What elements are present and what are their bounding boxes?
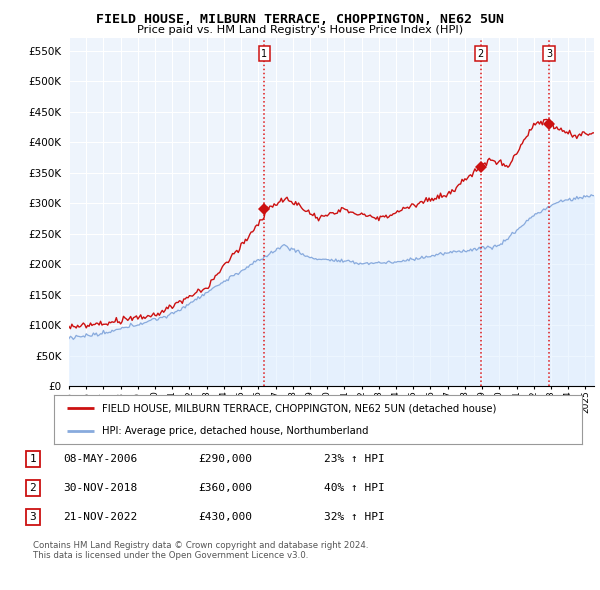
Text: 32% ↑ HPI: 32% ↑ HPI: [324, 512, 385, 522]
Text: 23% ↑ HPI: 23% ↑ HPI: [324, 454, 385, 464]
Text: 08-MAY-2006: 08-MAY-2006: [63, 454, 137, 464]
Text: 3: 3: [29, 512, 37, 522]
Text: 3: 3: [546, 48, 552, 58]
Text: 40% ↑ HPI: 40% ↑ HPI: [324, 483, 385, 493]
Text: 2: 2: [478, 48, 484, 58]
Text: This data is licensed under the Open Government Licence v3.0.: This data is licensed under the Open Gov…: [33, 552, 308, 560]
Text: £290,000: £290,000: [198, 454, 252, 464]
Text: FIELD HOUSE, MILBURN TERRACE, CHOPPINGTON, NE62 5UN: FIELD HOUSE, MILBURN TERRACE, CHOPPINGTO…: [96, 13, 504, 26]
Text: Price paid vs. HM Land Registry's House Price Index (HPI): Price paid vs. HM Land Registry's House …: [137, 25, 463, 35]
Text: £430,000: £430,000: [198, 512, 252, 522]
Text: Contains HM Land Registry data © Crown copyright and database right 2024.: Contains HM Land Registry data © Crown c…: [33, 541, 368, 550]
Text: HPI: Average price, detached house, Northumberland: HPI: Average price, detached house, Nort…: [101, 425, 368, 435]
Text: 2: 2: [29, 483, 37, 493]
Text: 21-NOV-2022: 21-NOV-2022: [63, 512, 137, 522]
Text: £360,000: £360,000: [198, 483, 252, 493]
Text: 1: 1: [262, 48, 268, 58]
Text: 30-NOV-2018: 30-NOV-2018: [63, 483, 137, 493]
Text: FIELD HOUSE, MILBURN TERRACE, CHOPPINGTON, NE62 5UN (detached house): FIELD HOUSE, MILBURN TERRACE, CHOPPINGTO…: [101, 404, 496, 414]
Text: 1: 1: [29, 454, 37, 464]
